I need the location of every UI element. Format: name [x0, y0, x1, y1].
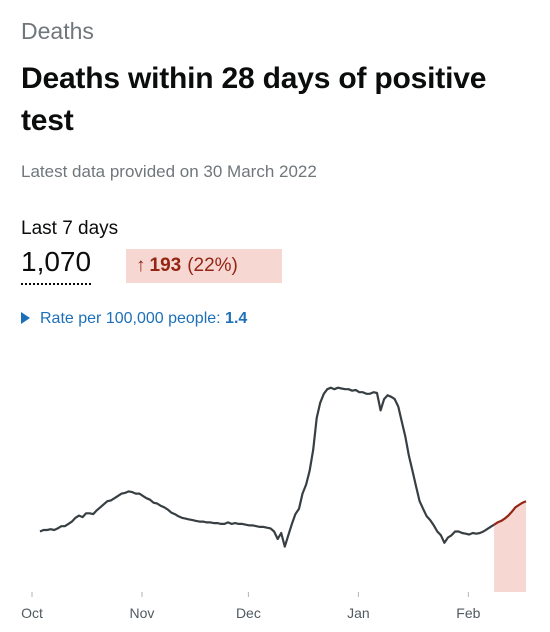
x-tick-label: Nov [130, 605, 155, 621]
headline-value[interactable]: 1,070 [21, 245, 92, 285]
change-value: 193 [149, 255, 182, 276]
change-percent: (22%) [187, 255, 238, 276]
rate-label: Rate per 100,000 people: [40, 310, 221, 327]
x-tick-label: Feb [456, 605, 480, 621]
last-updated-text: Latest data provided on 30 March 2022 [21, 162, 317, 181]
rate-value: 1.4 [225, 310, 248, 327]
change-badge: ↑ 193 (22%) [126, 249, 282, 283]
series-line [39, 386, 495, 548]
period-label: Last 7 days [21, 218, 119, 239]
arrow-up-icon: ↑ [136, 255, 146, 276]
deaths-line-chart: OctNovDecJanFebMar [21, 386, 527, 621]
rate-disclosure[interactable]: Rate per 100,000 people: 1.4 [21, 310, 247, 328]
page-title: Deaths within 28 days of positive test [21, 62, 487, 137]
section-caption: Deaths [21, 18, 94, 44]
x-tick-label: Jan [347, 605, 370, 621]
x-tick-label: Dec [236, 605, 261, 621]
recent-period-area [494, 501, 526, 592]
disclosure-triangle-icon [21, 312, 30, 324]
recent-series-line [493, 500, 527, 526]
x-tick-label: Oct [21, 605, 43, 621]
